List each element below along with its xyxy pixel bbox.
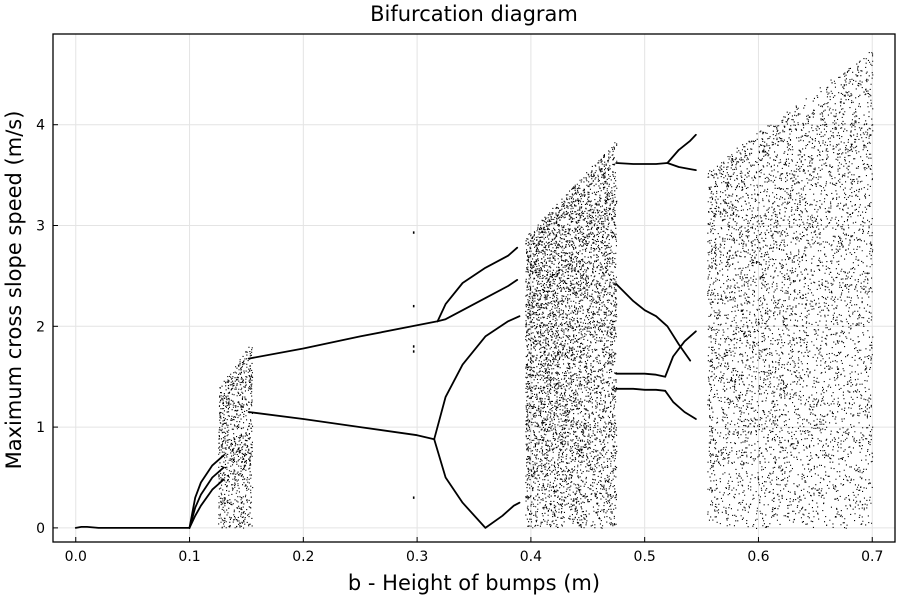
branch-curves bbox=[74, 133, 697, 529]
y-tick-label: 1 bbox=[36, 420, 45, 436]
data-point bbox=[412, 231, 415, 234]
branch-line bbox=[664, 330, 697, 378]
y-axis-ticks: 0 1 2 3 4 bbox=[36, 118, 58, 537]
branch-line bbox=[433, 438, 521, 529]
scatter-region bbox=[525, 142, 618, 529]
branch-line bbox=[74, 526, 191, 529]
x-tick-label: 0.4 bbox=[520, 549, 542, 565]
data-point bbox=[412, 304, 415, 308]
branch-line bbox=[433, 315, 521, 441]
data-point bbox=[412, 350, 415, 353]
branch-line bbox=[188, 478, 225, 529]
y-tick-label: 0 bbox=[36, 521, 45, 537]
branch-line bbox=[247, 411, 436, 441]
scatter-region bbox=[707, 52, 874, 529]
branch-line bbox=[188, 454, 225, 529]
branch-line bbox=[247, 320, 439, 360]
x-tick-label: 0.2 bbox=[292, 549, 314, 565]
grid bbox=[53, 34, 895, 542]
y-axis-label: Maximum cross slope speed (m/s) bbox=[2, 111, 26, 470]
x-axis-label: b - Height of bumps (m) bbox=[348, 571, 600, 595]
chart-title: Bifurcation diagram bbox=[370, 2, 578, 26]
y-tick-label: 3 bbox=[36, 219, 45, 235]
scatter-region bbox=[218, 346, 254, 529]
x-tick-label: 0.1 bbox=[178, 549, 200, 565]
data-point bbox=[412, 345, 415, 348]
x-axis-ticks: 0.0 0.1 0.2 0.3 0.4 0.5 0.6 0.7 bbox=[65, 537, 883, 565]
x-tick-label: 0.0 bbox=[65, 549, 87, 565]
branch-line bbox=[664, 389, 697, 420]
branch-line bbox=[188, 466, 225, 529]
x-tick-label: 0.7 bbox=[861, 549, 883, 565]
branch-line bbox=[436, 278, 519, 323]
branch-line bbox=[615, 387, 667, 392]
x-tick-label: 0.5 bbox=[634, 549, 656, 565]
scatter-points bbox=[218, 52, 874, 529]
x-tick-label: 0.3 bbox=[406, 549, 428, 565]
branch-line bbox=[615, 283, 692, 362]
branch-line bbox=[666, 133, 697, 164]
y-tick-label: 4 bbox=[36, 118, 45, 134]
y-tick-label: 2 bbox=[36, 319, 45, 335]
x-tick-label: 0.6 bbox=[747, 549, 769, 565]
branch-line bbox=[666, 162, 697, 172]
branch-line bbox=[615, 372, 667, 378]
branch-line bbox=[436, 246, 519, 323]
isolated-points bbox=[412, 231, 415, 499]
plot-frame bbox=[52, 33, 896, 543]
data-point bbox=[412, 496, 415, 499]
branch-line bbox=[615, 162, 669, 165]
